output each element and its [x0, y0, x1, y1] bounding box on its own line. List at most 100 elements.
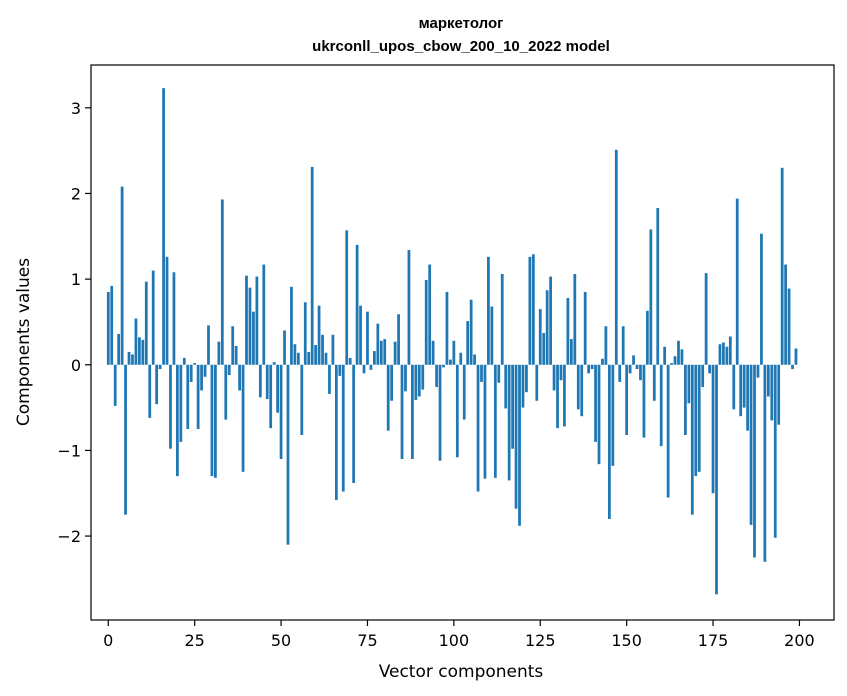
bar-49: [276, 364, 279, 413]
bar-18: [169, 364, 172, 449]
bar-122: [528, 256, 532, 365]
bar-27: [200, 364, 203, 391]
y-tick-label: 3: [71, 99, 81, 118]
bar-119: [518, 364, 521, 526]
bar-174: [708, 364, 711, 374]
bar-73: [359, 305, 362, 365]
bar-50: [279, 364, 283, 459]
bar-181: [732, 364, 736, 410]
bar-54: [293, 344, 297, 365]
bar-148: [618, 364, 622, 382]
bars-group: [106, 88, 798, 595]
bar-104: [466, 321, 470, 365]
bar-1: [110, 285, 114, 365]
bar-37: [234, 345, 238, 365]
bar-161: [663, 346, 667, 365]
bar-144: [604, 326, 608, 365]
bar-63: [324, 352, 328, 365]
bar-128: [549, 276, 552, 365]
bar-136: [576, 364, 580, 410]
bar-156: [646, 310, 649, 365]
bar-46: [265, 364, 269, 400]
y-axis-ticks: −2 −1 0 1 2 3: [57, 99, 91, 546]
x-tick-label: 0: [103, 631, 113, 650]
bar-26: [196, 364, 200, 430]
bar-40: [245, 275, 248, 365]
bar-12: [148, 364, 152, 418]
bar-10: [141, 339, 145, 365]
x-tick-label: 175: [698, 631, 729, 650]
bar-98: [445, 291, 449, 365]
bar-56: [300, 364, 304, 435]
bar-183: [739, 364, 743, 417]
bar-178: [722, 342, 725, 365]
bar-116: [507, 364, 511, 481]
bar-99: [449, 359, 452, 365]
chart-subtitle: ukrconll_upos_cbow_200_10_2022 model: [312, 38, 610, 55]
bar-160: [659, 364, 663, 447]
bar-95: [435, 364, 438, 388]
y-tick-label: 2: [71, 184, 81, 203]
bar-108: [480, 364, 483, 382]
bar-162: [666, 364, 670, 498]
bar-28: [203, 364, 207, 377]
bar-3: [117, 333, 121, 365]
bar-107: [476, 364, 480, 492]
bar-36: [231, 326, 235, 365]
bar-43: [255, 276, 259, 365]
bar-6: [127, 351, 131, 365]
bar-4: [120, 186, 124, 365]
bar-149: [621, 326, 625, 365]
bar-5: [124, 364, 127, 515]
bar-62: [321, 334, 324, 365]
bar-152: [632, 355, 635, 365]
bar-76: [369, 364, 373, 370]
bar-78: [376, 323, 380, 365]
bar-64: [328, 364, 331, 394]
bar-150: [625, 364, 629, 435]
x-axis-label: Vector components: [379, 662, 544, 682]
bar-15: [158, 364, 162, 370]
bar-140: [590, 364, 594, 370]
bar-180: [728, 336, 732, 365]
y-tick-label: −2: [57, 527, 81, 546]
bar-106: [473, 354, 476, 365]
bar-85: [400, 364, 404, 459]
bar-47: [269, 364, 273, 429]
chart-title: маркетолог: [419, 15, 504, 32]
bar-112: [493, 364, 497, 478]
bar-195: [780, 167, 784, 365]
bar-139: [587, 364, 591, 374]
bar-13: [151, 270, 155, 365]
bar-120: [521, 364, 525, 408]
bar-75: [366, 311, 369, 365]
bar-51: [283, 330, 286, 365]
bar-87: [407, 250, 411, 365]
bar-121: [525, 364, 528, 393]
bar-38: [238, 364, 241, 391]
x-tick-label: 25: [184, 631, 204, 650]
bar-114: [500, 273, 504, 365]
y-tick-label: −1: [57, 441, 81, 460]
bar-25: [193, 363, 197, 365]
bar-169: [690, 364, 694, 515]
bar-134: [569, 339, 573, 365]
bar-70: [348, 357, 352, 365]
bar-74: [362, 364, 366, 374]
bar-30: [210, 364, 214, 477]
bar-0: [106, 291, 110, 365]
bar-45: [262, 264, 266, 365]
bar-198: [791, 364, 794, 370]
bar-59: [310, 166, 314, 365]
bar-129: [552, 364, 556, 391]
bar-158: [652, 364, 656, 401]
bar-52: [286, 364, 290, 545]
bar-165: [677, 340, 680, 365]
bar-143: [601, 358, 604, 365]
bar-2: [113, 364, 117, 406]
bar-199: [794, 348, 798, 365]
bar-159: [656, 208, 660, 365]
bar-35: [227, 364, 231, 376]
